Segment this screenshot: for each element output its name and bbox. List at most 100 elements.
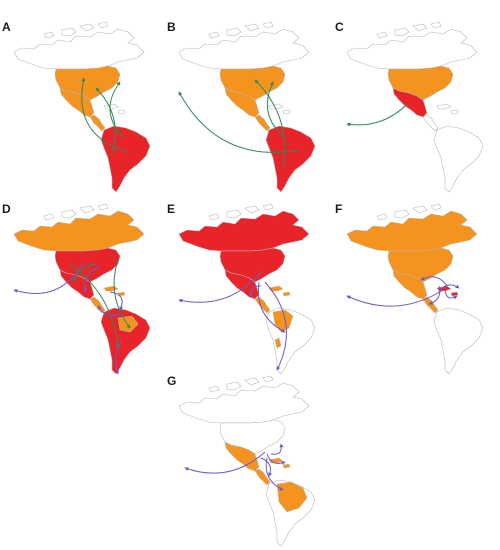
- region-mexico: [392, 269, 428, 300]
- map-panel-d: D: [0, 200, 162, 375]
- region-north: [178, 28, 310, 70]
- region-central: [422, 114, 439, 132]
- americas-map-c: [346, 21, 484, 193]
- arctic-island-2: [430, 203, 442, 211]
- map-panel-a: A: [0, 18, 162, 193]
- flow-arrow-2: [264, 281, 287, 371]
- americas-map-f: [346, 203, 484, 375]
- arctic-island-2: [262, 21, 274, 29]
- flow-arrow-0: [184, 451, 266, 474]
- flow-arrow-3: [420, 276, 448, 287]
- region-mexico: [392, 87, 428, 118]
- flow-arrow-5: [97, 305, 121, 317]
- arctic-island-1: [244, 23, 260, 32]
- region-central: [89, 114, 106, 132]
- arctic-island-3: [376, 213, 388, 221]
- map-panel-e: E: [165, 200, 327, 375]
- region-south: [433, 307, 484, 375]
- arctic-island-3: [376, 31, 388, 39]
- panel-label-g: G: [167, 374, 177, 388]
- flow-arrow-3: [248, 285, 262, 297]
- region-central: [254, 114, 271, 132]
- region-caribbean: [268, 457, 291, 469]
- arctic-island-1: [244, 377, 260, 386]
- arctic-island-1: [79, 205, 95, 214]
- arctic-island-3: [208, 31, 220, 39]
- flow-arrow-1: [444, 289, 458, 300]
- flow-arrow-2: [428, 285, 441, 305]
- flow-arrow-4: [438, 284, 460, 293]
- flow-arrow-2: [260, 457, 273, 477]
- region-mexico: [224, 87, 260, 118]
- flow-arrow-0: [346, 103, 408, 127]
- arctic-island-0: [394, 27, 410, 37]
- flow-arrow-6: [115, 339, 123, 375]
- flow-arrow-1: [113, 259, 131, 329]
- arctic-island-2: [262, 375, 274, 383]
- panel-label-f: F: [335, 202, 343, 216]
- arctic-island-0: [226, 381, 242, 391]
- flow-arrow-4: [265, 457, 284, 491]
- flow-arrow-0: [81, 77, 129, 153]
- flow-arrow-0: [346, 289, 444, 307]
- flow-arrow-1: [109, 81, 125, 139]
- arctic-island-0: [61, 27, 77, 37]
- region-south: [433, 125, 484, 193]
- region-north: [346, 210, 478, 252]
- arctic-island-0: [61, 209, 77, 219]
- arctic-island-1: [412, 23, 428, 32]
- arctic-island-1: [412, 205, 428, 214]
- arctic-island-3: [208, 385, 220, 393]
- panel-label-a: A: [2, 20, 11, 34]
- flow-arrow-7: [72, 263, 97, 283]
- region-caribbean: [436, 103, 459, 115]
- region-south-partial: [276, 481, 308, 513]
- americas-map-g: [178, 375, 316, 547]
- region-mexico: [224, 269, 260, 300]
- arctic-island-2: [430, 21, 442, 29]
- region-north: [178, 210, 310, 252]
- flow-arrow-1: [266, 453, 286, 466]
- panel-label-b: B: [167, 20, 176, 34]
- americas-map-a: [13, 21, 151, 193]
- panel-label-c: C: [335, 20, 344, 34]
- flow-arrow-4: [109, 291, 124, 311]
- region-south: [265, 125, 316, 193]
- map-panel-c: C: [333, 18, 495, 193]
- arctic-island-0: [226, 209, 242, 219]
- arctic-island-3: [43, 213, 55, 221]
- region-central: [254, 468, 271, 486]
- flow-arrow-3: [270, 443, 284, 455]
- americas-map-b: [178, 21, 316, 193]
- map-panel-b: B: [165, 18, 327, 193]
- flow-arrow-2: [69, 263, 120, 349]
- region-caribbean: [268, 103, 291, 115]
- arctic-island-3: [43, 31, 55, 39]
- flow-arrow-1: [257, 281, 286, 333]
- region-caribbean: [103, 103, 126, 115]
- map-panel-f: F: [333, 200, 495, 375]
- flow-arrow-1: [266, 81, 286, 139]
- region-caribbean: [268, 285, 291, 297]
- arctic-island-2: [97, 203, 109, 211]
- panel-label-d: D: [2, 202, 11, 216]
- flow-arrow-0: [13, 261, 85, 294]
- map-panel-g: G: [165, 372, 327, 547]
- region-mexico: [224, 441, 260, 472]
- flow-arrow-2: [95, 87, 116, 155]
- region-brazil-patch: [117, 315, 139, 333]
- flow-arrow-0: [178, 91, 300, 153]
- arctic-island-0: [394, 209, 410, 219]
- region-south: [100, 125, 151, 193]
- region-central: [422, 296, 439, 314]
- region-north: [346, 28, 478, 70]
- americas-map-d: [13, 203, 151, 375]
- flow-arrow-2: [254, 79, 286, 169]
- flow-arrow-3: [83, 265, 101, 293]
- arctic-island-1: [244, 205, 260, 214]
- arctic-island-0: [226, 27, 242, 37]
- flow-arrow-0: [178, 271, 262, 303]
- region-mexico: [59, 87, 95, 118]
- arctic-island-1: [79, 23, 95, 32]
- region-north: [13, 28, 145, 70]
